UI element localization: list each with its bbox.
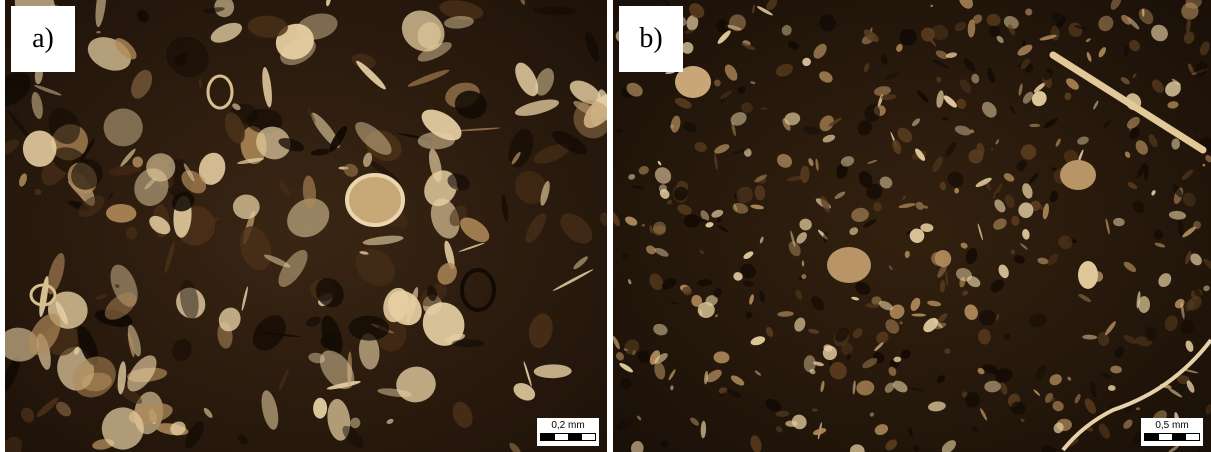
scale-bar-graphic-b xyxy=(1144,433,1200,441)
thin-section-image-b xyxy=(613,0,1211,452)
panel-label-b: b) xyxy=(619,6,683,72)
micrograph-panel-b: b) 0,5 mm xyxy=(613,0,1211,452)
scale-bar-text-b: 0,5 mm xyxy=(1155,420,1189,431)
scale-bar-graphic-a xyxy=(540,433,596,441)
micrograph-panel-a: a) 0,2 mm xyxy=(5,0,607,452)
thin-section-image-a xyxy=(5,0,607,452)
scale-bar-b: 0,5 mm xyxy=(1141,418,1203,446)
panel-label-a: a) xyxy=(11,6,75,72)
scale-bar-text-a: 0,2 mm xyxy=(551,420,585,431)
scale-bar-a: 0,2 mm xyxy=(537,418,599,446)
